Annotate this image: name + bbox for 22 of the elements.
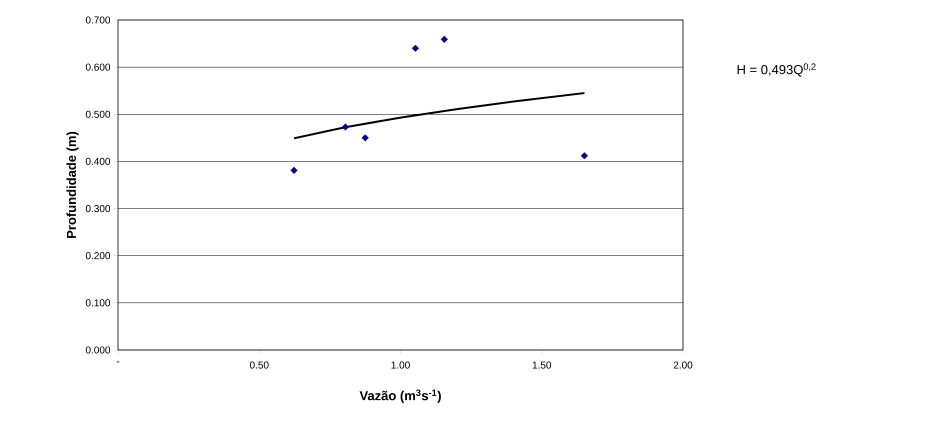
y-tick-label: 0.000 [86,346,110,354]
point [440,36,448,43]
y-tick-label: 0.300 [86,205,110,212]
y-tick-label: 0.200 [86,252,110,260]
point [362,134,369,142]
line-series [293,92,586,140]
point [412,44,420,52]
y-tick-label: 0.500 [86,110,110,118]
point [342,123,350,131]
y-tick-label: 0.700 [86,16,110,24]
point [290,166,298,174]
y-tick-label: 0.600 [86,64,110,71]
y-axis-title: Profundidade (m) [66,132,79,238]
x-axis-title: Vazão (m$^{3}$s$^{-1}$) [360,389,441,403]
y-tick-label: 0.400 [86,158,110,165]
x-tick-label: 1.00 [392,362,410,369]
point [580,152,588,160]
y-tick-label: 0.100 [86,299,110,306]
text: H = 0,493Q$^{0,2}$ [738,63,816,77]
x-tick-label: 2.00 [674,362,692,369]
x-tick-label: 1.50 [532,362,552,369]
x-tick-label: 0.50 [250,362,269,369]
